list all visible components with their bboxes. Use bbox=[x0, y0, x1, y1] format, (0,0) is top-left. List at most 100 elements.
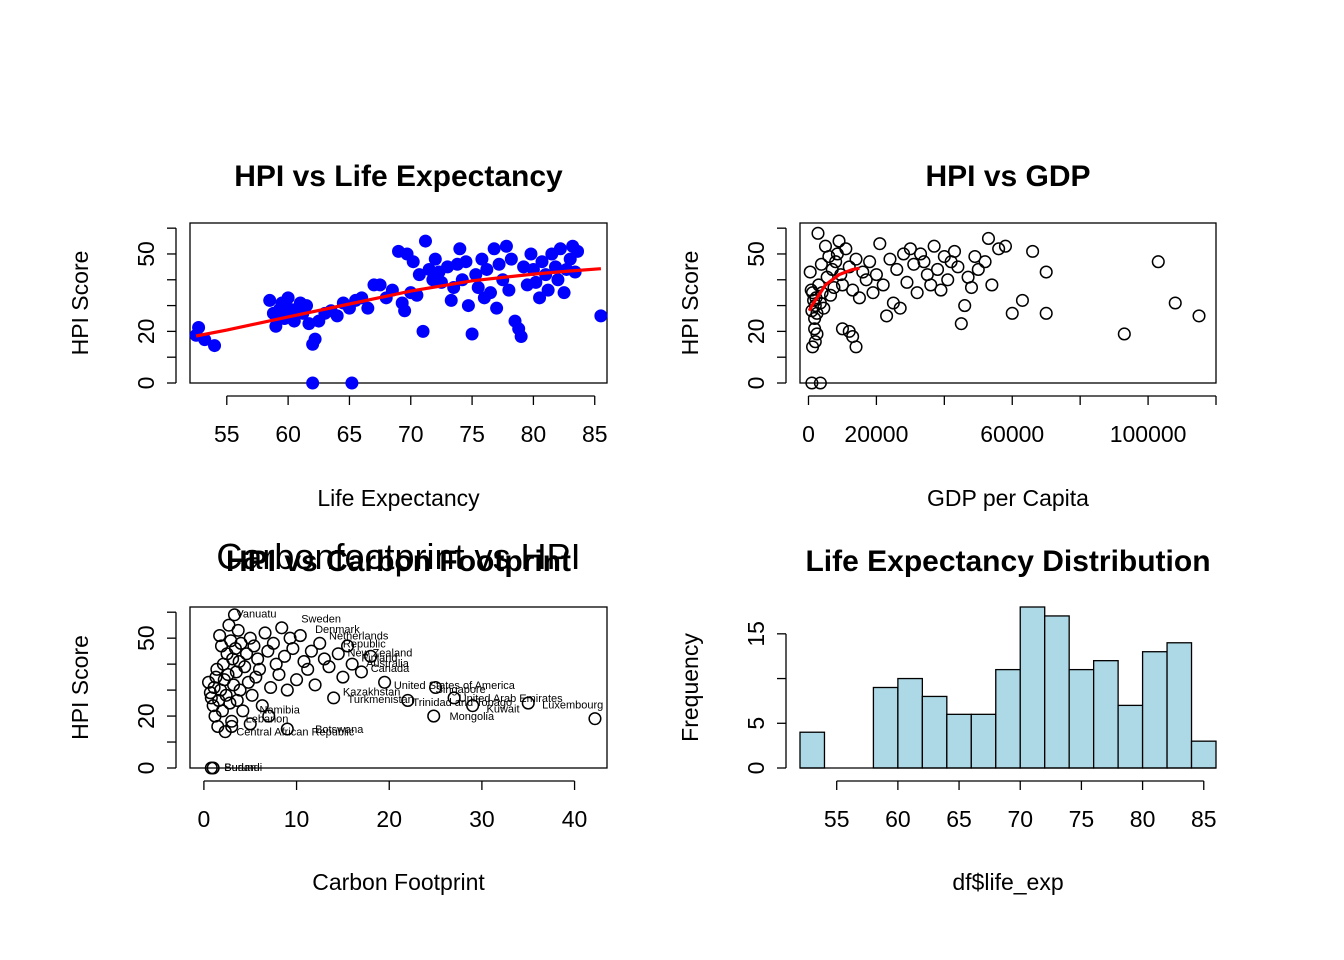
data-point bbox=[521, 696, 535, 710]
x-tick-label: 65 bbox=[337, 421, 363, 447]
x-tick-label: 0 bbox=[802, 421, 815, 447]
data-point bbox=[1168, 296, 1182, 310]
fit-line bbox=[807, 266, 860, 312]
point-label: Kuwait bbox=[487, 703, 520, 715]
data-point bbox=[336, 670, 350, 684]
data-point bbox=[594, 309, 608, 323]
y-tick-label: 20 bbox=[133, 703, 159, 729]
data-point bbox=[883, 252, 897, 266]
data-point bbox=[551, 273, 565, 287]
point-label: Turkmenistan bbox=[348, 694, 414, 706]
y-axis-label: HPI Score bbox=[677, 251, 703, 356]
data-point bbox=[209, 670, 223, 684]
data-point bbox=[280, 683, 294, 697]
x-tick-label: 20000 bbox=[844, 421, 908, 447]
data-point bbox=[258, 626, 272, 640]
x-axis-label: GDP per Capita bbox=[927, 485, 1089, 511]
data-point bbox=[264, 680, 278, 695]
data-point bbox=[866, 286, 880, 300]
data-point bbox=[280, 722, 294, 736]
data-point bbox=[893, 301, 907, 315]
data-point bbox=[340, 639, 355, 653]
x-tick-label: 70 bbox=[398, 421, 424, 447]
data-point bbox=[914, 247, 928, 261]
data-point bbox=[327, 691, 341, 705]
data-point bbox=[275, 621, 289, 635]
data-point bbox=[466, 699, 480, 713]
data-point bbox=[910, 286, 924, 300]
data-point bbox=[306, 376, 320, 390]
data-point bbox=[978, 255, 992, 269]
data-point bbox=[588, 712, 602, 726]
data-point bbox=[903, 242, 917, 256]
point-label: Trinidad and Tobago bbox=[412, 697, 512, 709]
x-tick-label: 75 bbox=[1069, 806, 1095, 832]
data-point bbox=[571, 244, 585, 258]
y-tick-label: 0 bbox=[743, 762, 769, 775]
data-point bbox=[1026, 244, 1040, 258]
data-point bbox=[208, 339, 222, 353]
data-point bbox=[441, 260, 455, 274]
data-point bbox=[504, 252, 518, 266]
data-point bbox=[968, 249, 982, 264]
data-point bbox=[557, 286, 571, 300]
data-point bbox=[480, 262, 494, 276]
data-point bbox=[958, 299, 972, 313]
histogram-bar bbox=[872, 686, 899, 769]
data-point bbox=[839, 242, 853, 256]
x-tick-label: 20 bbox=[376, 806, 402, 832]
data-point bbox=[427, 709, 441, 723]
data-point bbox=[880, 309, 894, 323]
data-point bbox=[308, 332, 322, 346]
data-point bbox=[1039, 306, 1053, 320]
point-label: Vanuatu bbox=[236, 608, 276, 620]
y-tick-label: 15 bbox=[743, 621, 769, 647]
x-axis-label: df$life_exp bbox=[952, 869, 1063, 895]
data-point bbox=[876, 278, 890, 292]
data-point bbox=[236, 704, 250, 718]
data-point bbox=[302, 317, 316, 331]
data-point bbox=[465, 327, 479, 341]
data-point bbox=[192, 321, 206, 335]
data-point bbox=[444, 293, 458, 307]
data-point bbox=[207, 680, 221, 695]
data-point bbox=[487, 242, 501, 256]
x-tick-label: 70 bbox=[1007, 806, 1033, 832]
x-tick-label: 60 bbox=[275, 421, 301, 447]
histogram-bar bbox=[1044, 615, 1070, 769]
data-point bbox=[221, 667, 235, 682]
point-label: United States of America bbox=[394, 680, 516, 692]
data-point bbox=[951, 260, 965, 274]
y-tick-label: 0 bbox=[133, 377, 159, 390]
chart-title: Life Expectancy Distribution bbox=[805, 545, 1210, 578]
data-point bbox=[514, 330, 528, 344]
plot-frame bbox=[799, 222, 1217, 384]
data-point bbox=[835, 278, 849, 292]
data-point bbox=[815, 286, 829, 300]
data-point bbox=[1005, 306, 1019, 320]
data-point bbox=[846, 283, 860, 297]
histogram-bar bbox=[1092, 660, 1119, 769]
data-point bbox=[835, 322, 849, 336]
data-point bbox=[429, 680, 443, 695]
histogram-bar bbox=[921, 695, 948, 769]
chart-panel-4: Life Expectancy Distribution df$life_exp F… bbox=[677, 545, 1217, 895]
histogram-bar bbox=[897, 677, 924, 769]
data-point bbox=[981, 231, 996, 246]
data-point bbox=[553, 242, 567, 256]
x-axis-label: Carbon Footprint bbox=[312, 869, 485, 895]
data-point bbox=[290, 673, 304, 687]
data-point bbox=[529, 275, 543, 289]
data-point bbox=[834, 268, 848, 282]
data-point bbox=[873, 237, 887, 251]
data-point bbox=[1015, 293, 1029, 307]
y-tick-label: 50 bbox=[133, 241, 159, 267]
point-label: United Arab Emirates bbox=[459, 693, 563, 705]
data-point bbox=[412, 268, 426, 282]
histogram-bar bbox=[995, 668, 1021, 769]
data-point bbox=[842, 260, 856, 274]
data-point bbox=[930, 262, 945, 277]
histogram-bar bbox=[1117, 704, 1144, 769]
y-tick-label: 50 bbox=[743, 241, 769, 267]
